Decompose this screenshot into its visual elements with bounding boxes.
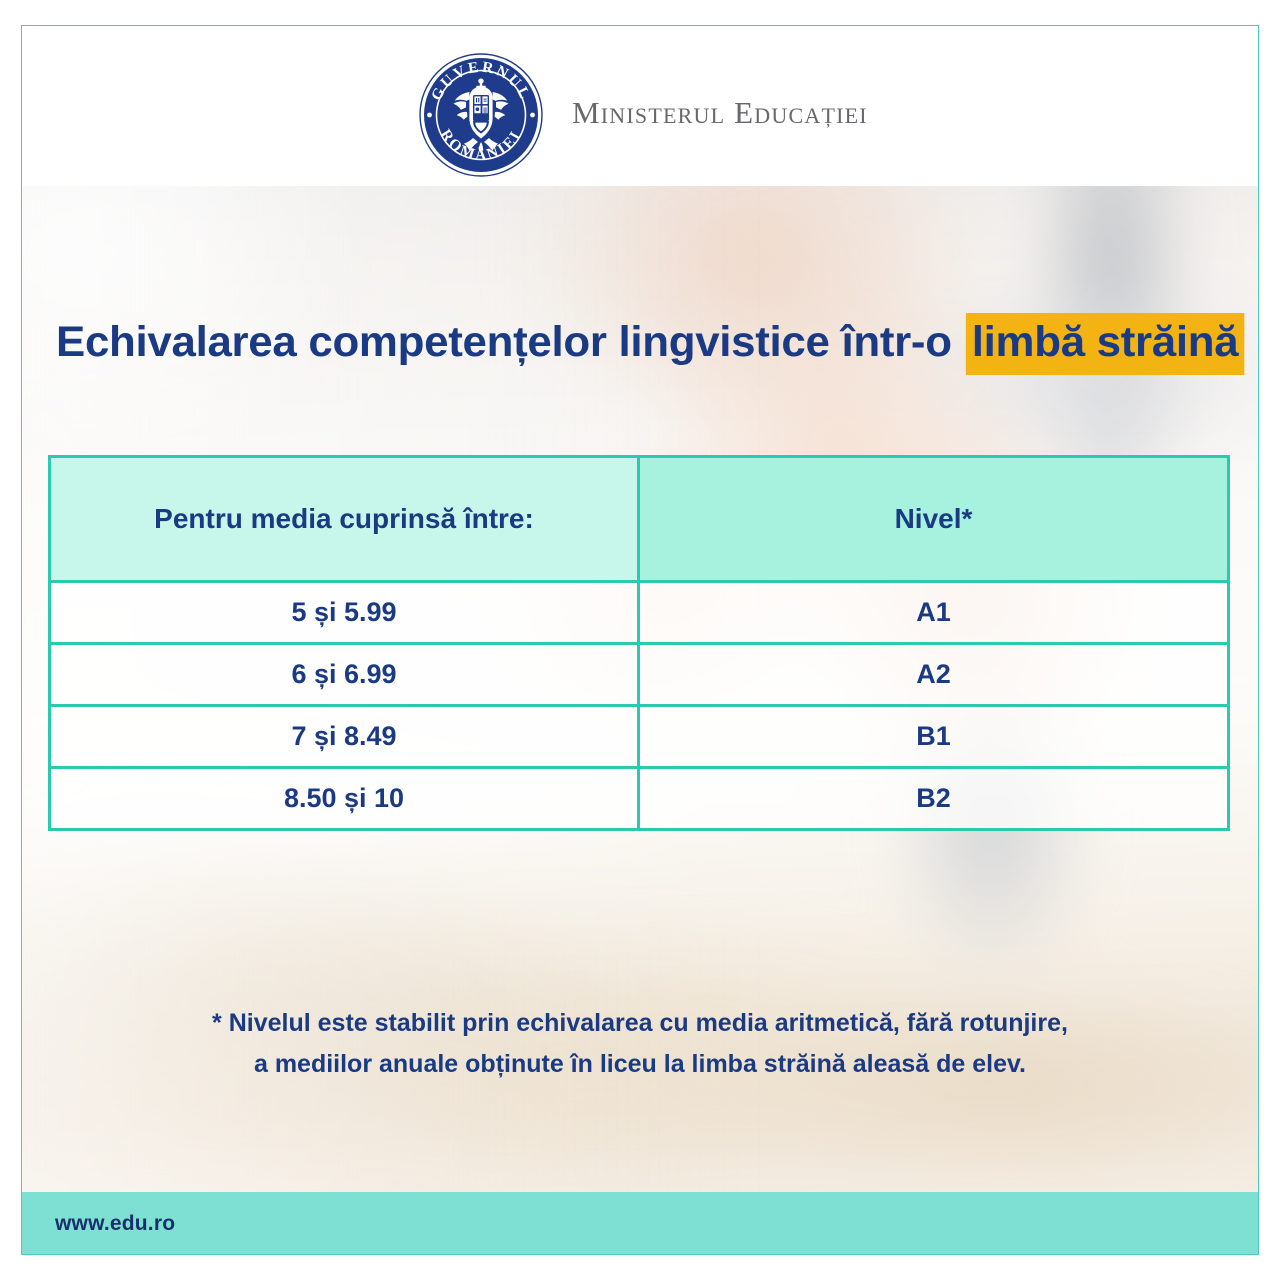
footnote: * Nivelul este stabilit prin echivalarea…: [0, 1003, 1280, 1086]
footer-bar: www.edu.ro: [22, 1192, 1258, 1255]
website-url[interactable]: www.edu.ro: [55, 1211, 176, 1235]
ministry-name: Ministerul Educației: [572, 95, 868, 130]
page-title-plain: Echivalarea competențelor lingvistice în…: [56, 318, 952, 366]
cell-level: B1: [640, 707, 1227, 766]
header-logo-group: GUVERNUL ROMÂNIEI: [418, 52, 868, 178]
cell-average-range: 5 și 5.99: [51, 583, 640, 642]
cell-average-range: 7 și 8.49: [51, 707, 640, 766]
table-row: 7 și 8.49 B1: [48, 707, 1230, 769]
equivalence-table: Pentru media cuprinsă între: Nivel* 5 și…: [48, 455, 1230, 831]
cell-level: B2: [640, 769, 1227, 828]
cell-average-range: 6 și 6.99: [51, 645, 640, 704]
footnote-line-1: * Nivelul este stabilit prin echivalarea…: [212, 1009, 1068, 1037]
column-header-average-range: Pentru media cuprinsă între:: [51, 458, 640, 580]
table-row: 5 și 5.99 A1: [48, 583, 1230, 645]
table-header-row: Pentru media cuprinsă între: Nivel*: [48, 455, 1230, 583]
cell-average-range: 8.50 și 10: [51, 769, 640, 828]
header-band: GUVERNUL ROMÂNIEI: [0, 0, 1280, 186]
footnote-line-2: a mediilor anuale obținute în liceu la l…: [253, 1050, 1027, 1079]
cell-level: A1: [640, 583, 1227, 642]
cell-level: A2: [640, 645, 1227, 704]
table-row: 6 și 6.99 A2: [48, 645, 1230, 707]
page-title-highlight: limbă străină: [965, 313, 1245, 375]
page-title: Echivalarea competențelor lingvistice în…: [56, 313, 1245, 375]
column-header-level: Nivel*: [640, 458, 1227, 580]
romanian-government-seal-icon: GUVERNUL ROMÂNIEI: [418, 52, 544, 178]
table-row: 8.50 și 10 B2: [48, 769, 1230, 831]
